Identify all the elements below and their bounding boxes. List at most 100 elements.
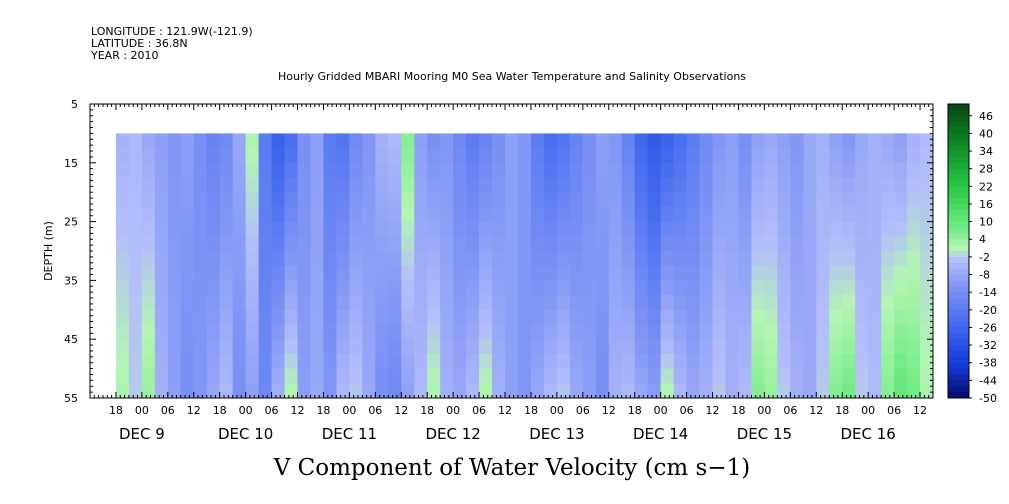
- heatmap-cell: [673, 206, 687, 222]
- heatmap-cell: [401, 133, 415, 149]
- heatmap-cell: [790, 162, 804, 178]
- heatmap-cell: [362, 206, 376, 222]
- heatmap-cell: [154, 236, 169, 252]
- heatmap-cell: [634, 192, 649, 208]
- heatmap-cell: [634, 251, 649, 267]
- longitude-label: LONGITUDE : 121.9W(-121.9): [91, 25, 253, 38]
- heatmap-cell: [154, 177, 169, 193]
- heatmap-cell: [193, 206, 208, 222]
- heatmap-cell: [686, 133, 700, 149]
- heatmap-cell: [310, 192, 324, 208]
- x-day-label: DEC 9: [119, 425, 165, 443]
- heatmap-cell: [764, 206, 778, 222]
- heatmap-cell: [323, 192, 337, 208]
- heatmap-cell: [647, 133, 662, 149]
- heatmap-cell: [829, 192, 843, 208]
- heatmap-cell: [673, 324, 687, 340]
- heatmap-cell: [790, 236, 804, 252]
- heatmap-cell: [245, 133, 259, 149]
- heatmap-cell: [141, 309, 156, 325]
- heatmap-cell: [375, 133, 389, 149]
- heatmap-cell: [284, 162, 298, 178]
- heatmap-cell: [271, 295, 285, 311]
- x-tick-label: 12: [291, 404, 305, 417]
- heatmap-cell: [608, 206, 623, 222]
- heatmap-cell: [206, 368, 221, 384]
- x-tick-label: 00: [861, 404, 875, 417]
- heatmap-cell: [414, 251, 428, 267]
- heatmap-cell: [414, 309, 428, 325]
- heatmap-cell: [297, 206, 311, 222]
- heatmap-cell: [154, 148, 169, 164]
- colorbar-label: 4: [979, 233, 986, 246]
- colorbar-bin: [948, 292, 969, 299]
- heatmap-cell: [634, 265, 649, 281]
- heatmap-cell: [751, 236, 765, 252]
- heatmap-cell: [375, 251, 389, 267]
- heatmap-cell: [634, 206, 649, 222]
- heatmap-cell: [375, 236, 389, 252]
- heatmap-cell: [180, 236, 195, 252]
- heatmap-cell: [232, 353, 247, 369]
- heatmap-cell: [388, 339, 402, 355]
- heatmap-cell: [842, 206, 856, 222]
- x-day-label: DEC 13: [529, 425, 584, 443]
- year-label: YEAR : 2010: [90, 49, 159, 62]
- heatmap-cell: [803, 221, 817, 237]
- heatmap-cell: [556, 162, 571, 178]
- heatmap-cell: [530, 295, 545, 311]
- heatmap-cell: [258, 148, 272, 164]
- heatmap-cell: [829, 148, 843, 164]
- heatmap-cell: [647, 206, 662, 222]
- heatmap-cell: [621, 353, 636, 369]
- colorbar-bin: [948, 368, 969, 375]
- heatmap-cell: [647, 251, 662, 267]
- heatmap-cell: [803, 236, 817, 252]
- heatmap-cell: [297, 133, 311, 149]
- heatmap-cell: [284, 206, 298, 222]
- heatmap-cell: [699, 251, 713, 267]
- heatmap-cell: [842, 133, 856, 149]
- heatmap-cell: [453, 368, 467, 384]
- heatmap-cell: [712, 324, 726, 340]
- heatmap-cell: [193, 162, 208, 178]
- heatmap-cell: [660, 383, 675, 399]
- x-tick-label: 06: [472, 404, 486, 417]
- heatmap-cell: [907, 265, 921, 281]
- heatmap-cell: [530, 206, 545, 222]
- heatmap-cell: [712, 265, 726, 281]
- heatmap-cell: [686, 177, 700, 193]
- heatmap-cell: [245, 251, 259, 267]
- heatmap-cell: [388, 251, 402, 267]
- heatmap-cell: [569, 251, 584, 267]
- heatmap-cell: [427, 133, 441, 149]
- heatmap-cell: [453, 295, 467, 311]
- heatmap-cell: [855, 177, 869, 193]
- heatmap-cell: [375, 383, 389, 399]
- heatmap-cell: [232, 265, 247, 281]
- colorbar-bin: [948, 274, 969, 281]
- heatmap-cell: [505, 295, 519, 311]
- heatmap-cell: [686, 251, 700, 267]
- heatmap-cell: [725, 236, 739, 252]
- heatmap-cell: [167, 206, 182, 222]
- heatmap-cell: [427, 265, 441, 281]
- heatmap-cell: [154, 265, 169, 281]
- heatmap-cell: [621, 236, 636, 252]
- heatmap-cell: [206, 339, 221, 355]
- heatmap-cell: [634, 280, 649, 296]
- heatmap-cell: [427, 368, 441, 384]
- heatmap-cell: [803, 353, 817, 369]
- heatmap-cell: [790, 368, 804, 384]
- heatmap-cell: [206, 251, 221, 267]
- heatmap-cell: [725, 324, 739, 340]
- heatmap-cell: [414, 383, 428, 399]
- heatmap-cell: [907, 353, 921, 369]
- heatmap-cell: [595, 295, 610, 311]
- x-tick-label: 12: [394, 404, 408, 417]
- heatmap-cell: [115, 192, 130, 208]
- heatmap-cell: [712, 192, 726, 208]
- heatmap-cell: [738, 221, 752, 237]
- heatmap-cell: [595, 368, 610, 384]
- heatmap-cell: [336, 148, 350, 164]
